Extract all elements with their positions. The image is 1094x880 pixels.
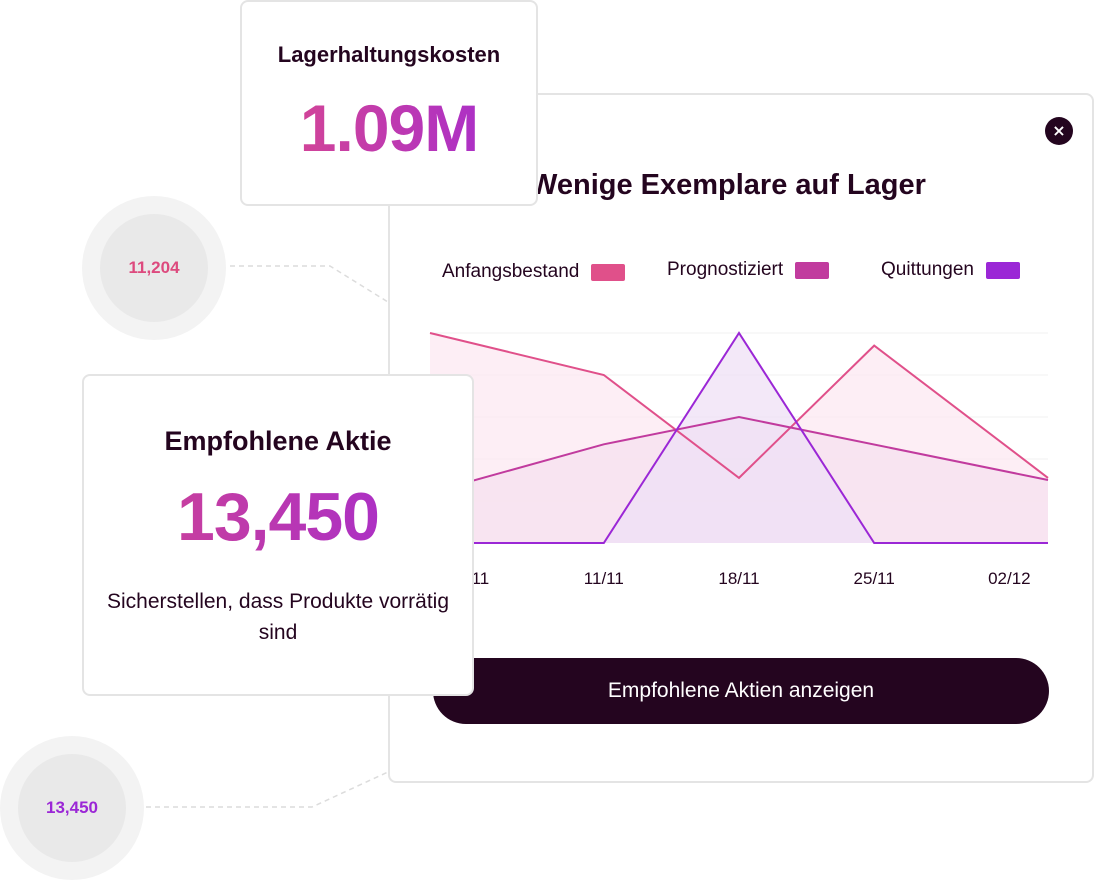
x-tick-label: 18/11 bbox=[718, 569, 759, 588]
series-line-anfangsbestand bbox=[429, 332, 1049, 480]
series-area-quittungen bbox=[430, 333, 1048, 543]
bubble-bottom-value: 13,450 bbox=[46, 798, 98, 817]
legend-swatch-anfangsbestand bbox=[591, 263, 626, 281]
recommended-stock-card: Empfohlene Aktie 13,450 Sicherstellen, d… bbox=[82, 374, 474, 696]
storage-cost-value: 1.09M bbox=[242, 90, 536, 166]
legend-label-quittungen: Quittungen bbox=[881, 259, 974, 280]
bubble-bottom: 13,450 bbox=[0, 736, 144, 880]
legend-label-anfangsbestand: Anfangsbestand bbox=[442, 261, 580, 282]
close-icon[interactable]: × bbox=[1045, 117, 1073, 145]
recommended-stock-label: Empfohlene Aktie bbox=[164, 426, 392, 456]
x-tick-label: 11/11 bbox=[584, 569, 624, 588]
bubble-bottom-inner: 13,450 bbox=[18, 754, 126, 862]
bubble-top-value: 11,204 bbox=[128, 258, 180, 277]
legend-swatch-prognostiziert bbox=[795, 261, 830, 279]
legend-label-prognostiziert: Prognostiziert bbox=[667, 259, 784, 280]
storage-cost-card: Lagerhaltungskosten 1.09M bbox=[240, 0, 538, 206]
chart-title: Wenige Exemplare auf Lager bbox=[530, 169, 926, 201]
legend-quittungen: Quittungen bbox=[881, 259, 1020, 281]
x-tick-label: 25/11 bbox=[854, 569, 895, 588]
series-line-prognostiziert bbox=[429, 415, 1049, 494]
recommended-stock-description: Sicherstellen, dass Produkte vorrätig si… bbox=[107, 590, 449, 644]
legend-prognostiziert: Prognostiziert bbox=[667, 259, 830, 281]
x-tick-label: 02/12 bbox=[988, 569, 1031, 588]
legend-swatch-quittungen bbox=[985, 261, 1020, 279]
bubble-top-inner: 11,204 bbox=[100, 214, 208, 322]
recommended-stock-value: 13,450 bbox=[84, 478, 472, 556]
connector-bottom bbox=[146, 771, 389, 808]
legend-anfangsbestand: Anfangsbestand bbox=[442, 261, 626, 283]
storage-cost-label: Lagerhaltungskosten bbox=[277, 42, 501, 67]
series-line-quittungen bbox=[430, 331, 1048, 544]
show-recommended-stocks-button[interactable]: Empfohlene Aktien anzeigen bbox=[433, 658, 1049, 724]
bubble-top: 11,204 bbox=[82, 196, 226, 340]
connector-top bbox=[230, 265, 389, 303]
